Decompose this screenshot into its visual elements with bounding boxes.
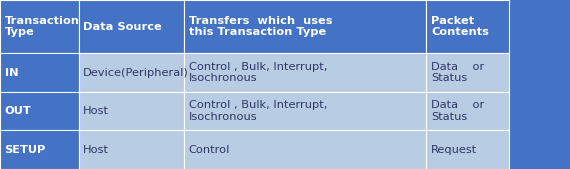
Bar	[184, 130, 426, 169]
Bar	[79, 0, 184, 53]
Bar	[426, 130, 509, 169]
Text: IN: IN	[5, 68, 18, 78]
Bar	[79, 130, 184, 169]
Text: Host: Host	[83, 106, 109, 116]
Bar	[184, 92, 426, 130]
Text: SETUP: SETUP	[5, 145, 46, 155]
Bar	[426, 53, 509, 92]
Bar	[184, 53, 426, 92]
Text: Transaction
Type: Transaction Type	[5, 16, 80, 37]
Text: Control: Control	[189, 145, 230, 155]
Text: Request: Request	[431, 145, 477, 155]
Text: Data Source: Data Source	[83, 22, 162, 32]
Bar	[426, 0, 509, 53]
Text: Control , Bulk, Interrupt,
Isochronous: Control , Bulk, Interrupt, Isochronous	[189, 100, 327, 122]
Text: Transfers  which  uses
this Transaction Type: Transfers which uses this Transaction Ty…	[189, 16, 332, 37]
Bar	[0, 53, 79, 92]
Bar	[0, 130, 79, 169]
Text: Data    or
Status: Data or Status	[431, 62, 484, 83]
Bar	[426, 92, 509, 130]
Bar	[0, 0, 79, 53]
Text: Device(Peripheral): Device(Peripheral)	[83, 68, 189, 78]
Bar	[79, 53, 184, 92]
Bar	[184, 0, 426, 53]
Bar	[79, 92, 184, 130]
Text: Packet
Contents: Packet Contents	[431, 16, 489, 37]
Bar	[0, 92, 79, 130]
Text: Data    or
Status: Data or Status	[431, 100, 484, 122]
Text: Host: Host	[83, 145, 109, 155]
Text: OUT: OUT	[5, 106, 31, 116]
Text: Control , Bulk, Interrupt,
Isochronous: Control , Bulk, Interrupt, Isochronous	[189, 62, 327, 83]
